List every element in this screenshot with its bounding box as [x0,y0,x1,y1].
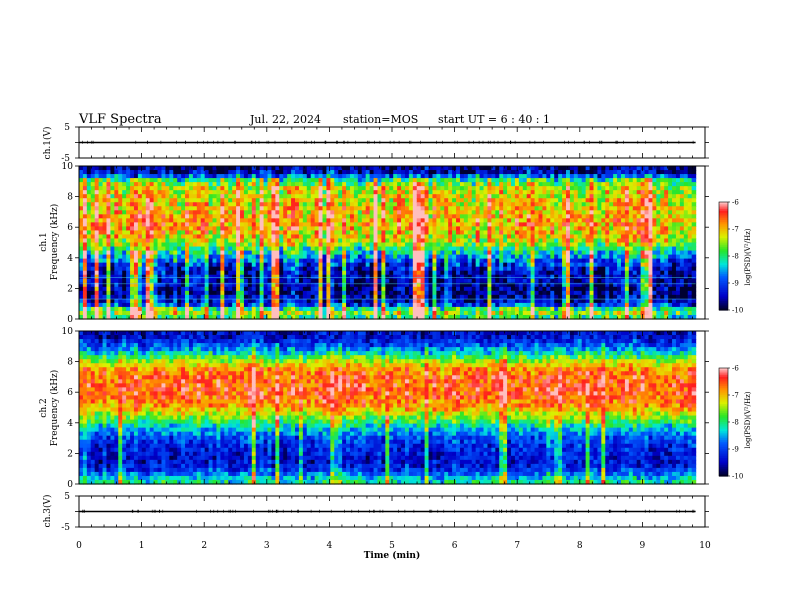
colorbar-tick--10: -10 [732,307,743,315]
ch1-waveform-panel: 5 -5 ch.1(V) [42,123,709,164]
ch1-colorbar: -6 -7 -8 -9 -10 [718,199,743,315]
ch1-colorbar-label: log(PSD)(V²/Hz) [744,228,752,285]
date-label: Jul. 22, 2024 [249,113,321,126]
ch3-ytick-top: 5 [64,492,70,502]
ch3-waveform-ticks [75,495,709,528]
ch2-spectrogram-channel-label: ch.2 [39,398,49,417]
ch1-waveform-ylabel: ch.1(V) [42,127,53,160]
ch2-spec-ytick-8: 8 [67,358,73,368]
x-axis-label: Time (min) [364,550,421,561]
ch3-ytick-bottom: -5 [61,523,70,533]
ch1-spectrogram-panel: 0 2 4 6 8 10 ch.1 Frequency (kHz) -6 -7 -8 -9 -10… [39,162,752,325]
x-tick-1: 1 [139,541,145,551]
ch2-spec-ytick-10: 10 [62,327,74,337]
x-tick-4: 4 [327,541,333,551]
ch2-spectrogram-panel: 0 2 4 6 8 10 ch.2 Frequency (kHz) -6 -7 -8 -9 -10… [39,327,752,490]
ch2-colorbar: -6 -7 -8 -9 -10 [718,365,743,481]
ch1-ytick-top: 5 [64,123,70,133]
ch1-spectrogram-ticks: 0 2 4 6 8 10 [62,162,709,325]
ch1-spectrogram-image [79,166,705,320]
ch2-spec-ytick-4: 4 [67,419,73,429]
x-tick-0: 0 [76,541,82,551]
x-tick-10: 10 [699,541,711,551]
x-tick-2: 2 [201,541,207,551]
x-tick-6: 6 [452,541,458,551]
colorbar-tick--10: -10 [732,473,743,481]
ch1-ytick-bottom: -5 [61,154,70,164]
ch1-spec-ytick-8: 8 [67,193,73,203]
colorbar-tick--7: -7 [732,226,739,234]
x-tick-3: 3 [264,541,270,551]
ch2-colorbar-label: log(PSD)(V²/Hz) [744,391,752,448]
ch1-spec-ytick-2: 2 [67,284,73,294]
ch2-spec-ytick-6: 6 [67,388,73,398]
ch1-waveform-ticks [75,126,709,159]
ch1-spectrogram-ylabel: Frequency (kHz) [49,204,60,281]
x-tick-9: 9 [640,541,646,551]
x-tick-8: 8 [577,541,583,551]
x-tick-5: 5 [389,541,395,551]
colorbar-tick--8: -8 [732,253,739,261]
colorbar-tick--6: -6 [732,199,739,207]
ch1-spec-ytick-0: 0 [67,315,73,325]
ch2-spec-ytick-2: 2 [67,449,73,459]
ch3-waveform-ylabel: ch.3(V) [42,495,53,528]
ch2-spectrogram-ylabel: Frequency (kHz) [49,370,60,447]
ch1-spectrogram-channel-label: ch.1 [39,232,49,251]
ch3-waveform-panel: 5 -5 ch.3(V) [42,492,709,533]
colorbar-tick--6: -6 [732,365,739,373]
ch1-waveform-trace [79,140,696,144]
ch1-spec-ytick-4: 4 [67,254,73,264]
ch1-spec-ytick-10: 10 [62,162,74,172]
x-tick-7: 7 [514,541,520,551]
station-label: station=MOS [343,113,418,126]
colorbar-tick--9: -9 [732,280,739,288]
colorbar-tick--9: -9 [732,446,739,454]
x-axis-tick-labels: 0 1 2 3 4 5 6 7 8 9 10 [76,541,711,551]
ch3-waveform-trace [79,509,696,513]
ch2-spectrogram-ticks: 0 2 4 6 8 10 [62,327,709,490]
start-time-label: start UT = 6 : 40 : 1 [438,113,550,126]
ch2-spec-ytick-0: 0 [67,480,73,490]
figure-title: VLF Spectra [78,112,162,127]
colorbar-tick--7: -7 [732,392,739,400]
colorbar-tick--8: -8 [732,419,739,427]
ch2-spectrogram-image [79,331,705,485]
ch1-spec-ytick-6: 6 [67,223,73,233]
